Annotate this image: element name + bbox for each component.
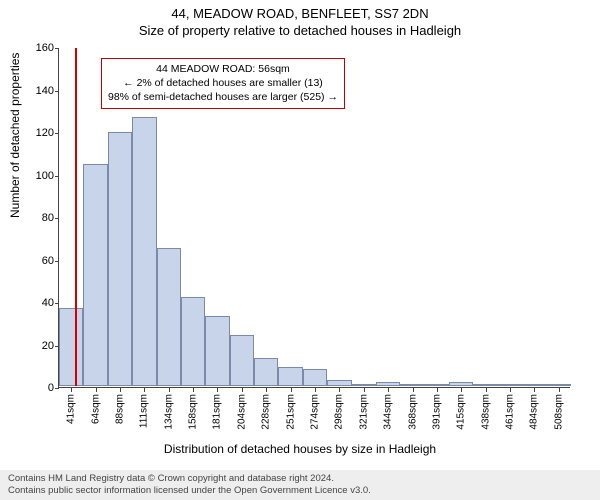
xtick-label: 251sqm [285,394,296,430]
histogram-bar [303,369,327,386]
ytick-label: 140 [24,85,54,97]
xtick-mark [339,388,340,392]
histogram-bar [327,380,351,386]
footer-line1: Contains HM Land Registry data © Crown c… [8,473,592,485]
ytick-mark [55,303,59,304]
property-marker-line [75,48,77,386]
histogram-bar [449,382,473,386]
xtick-mark [193,388,194,392]
xtick-mark [217,388,218,392]
xtick-label: 415sqm [456,394,467,430]
histogram-bar [254,358,278,386]
histogram-bar [157,248,181,386]
xtick-mark [388,388,389,392]
ytick-mark [55,218,59,219]
xtick-mark [120,388,121,392]
annotation-box: 44 MEADOW ROAD: 56sqm← 2% of detached ho… [101,58,345,109]
ytick-mark [55,48,59,49]
xtick-label: 204sqm [236,394,247,430]
xtick-label: 391sqm [431,394,442,430]
xtick-mark [315,388,316,392]
ytick-mark [55,176,59,177]
histogram-bar [547,384,571,386]
xtick-mark [364,388,365,392]
xtick-label: 111sqm [139,394,150,428]
xtick-label: 368sqm [407,394,418,430]
x-axis-label: Distribution of detached houses by size … [0,442,600,456]
title-subtitle: Size of property relative to detached ho… [0,21,600,38]
xtick-mark [71,388,72,392]
histogram-bar [352,384,376,386]
xtick-label: 484sqm [529,394,540,430]
histogram-bar [108,132,132,386]
xtick-label: 158sqm [188,394,199,430]
ytick-label: 0 [24,382,54,394]
ytick-label: 100 [24,170,54,182]
histogram-bar [425,384,449,386]
annotation-line: 98% of semi-detached houses are larger (… [108,90,338,104]
xtick-mark [559,388,560,392]
xtick-label: 438sqm [480,394,491,430]
xtick-mark [534,388,535,392]
xtick-label: 134sqm [163,394,174,430]
xtick-mark [266,388,267,392]
ytick-mark [55,388,59,389]
ytick-mark [55,133,59,134]
histogram-bar [205,316,229,386]
xtick-mark [413,388,414,392]
ytick-label: 80 [24,212,54,224]
annotation-line: ← 2% of detached houses are smaller (13) [108,76,338,90]
histogram-bar [376,382,400,386]
footer: Contains HM Land Registry data © Crown c… [0,470,600,500]
xtick-label: 461sqm [505,394,516,430]
xtick-label: 508sqm [553,394,564,430]
ytick-mark [55,261,59,262]
footer-line2: Contains public sector information licen… [8,485,592,497]
histogram-bar [473,384,497,386]
histogram-bar [59,308,83,386]
plot-region: 02040608010012014016041sqm64sqm88sqm111s… [58,48,570,388]
histogram-bar [132,117,156,386]
xtick-label: 88sqm [114,394,125,424]
xtick-mark [144,388,145,392]
histogram-bar [83,164,107,386]
xtick-label: 344sqm [383,394,394,430]
xtick-label: 228sqm [261,394,272,430]
xtick-label: 181sqm [212,394,223,430]
xtick-mark [291,388,292,392]
xtick-label: 298sqm [334,394,345,430]
xtick-mark [437,388,438,392]
histogram-bar [230,335,254,386]
title-address: 44, MEADOW ROAD, BENFLEET, SS7 2DN [0,0,600,21]
y-axis-label: Number of detached properties [8,53,22,218]
histogram-bar [498,384,522,386]
histogram-bar [278,367,302,386]
xtick-mark [169,388,170,392]
chart-area: 02040608010012014016041sqm64sqm88sqm111s… [58,48,570,388]
xtick-mark [242,388,243,392]
xtick-label: 41sqm [66,394,77,424]
ytick-label: 60 [24,255,54,267]
histogram-bar [400,384,424,386]
xtick-label: 64sqm [90,394,101,424]
histogram-bar [522,384,546,386]
annotation-line: 44 MEADOW ROAD: 56sqm [108,62,338,76]
xtick-label: 321sqm [358,394,369,430]
ytick-label: 40 [24,297,54,309]
xtick-mark [486,388,487,392]
ytick-mark [55,91,59,92]
ytick-label: 20 [24,340,54,352]
xtick-label: 274sqm [310,394,321,430]
xtick-mark [96,388,97,392]
xtick-mark [461,388,462,392]
ytick-label: 120 [24,127,54,139]
histogram-bar [181,297,205,386]
xtick-mark [510,388,511,392]
ytick-label: 160 [24,42,54,54]
